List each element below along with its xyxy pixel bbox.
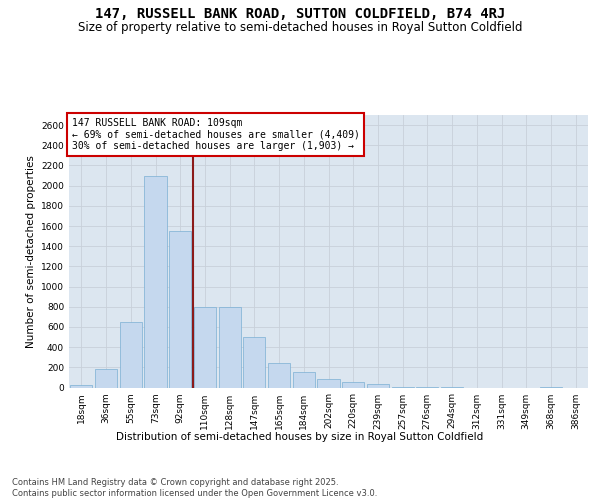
Bar bbox=[392, 387, 414, 388]
Text: 147 RUSSELL BANK ROAD: 109sqm
← 69% of semi-detached houses are smaller (4,409)
: 147 RUSSELL BANK ROAD: 109sqm ← 69% of s… bbox=[71, 118, 359, 151]
Text: Size of property relative to semi-detached houses in Royal Sutton Coldfield: Size of property relative to semi-detach… bbox=[78, 21, 522, 34]
Bar bbox=[342, 382, 364, 388]
Text: 147, RUSSELL BANK ROAD, SUTTON COLDFIELD, B74 4RJ: 147, RUSSELL BANK ROAD, SUTTON COLDFIELD… bbox=[95, 8, 505, 22]
Text: Contains HM Land Registry data © Crown copyright and database right 2025.
Contai: Contains HM Land Registry data © Crown c… bbox=[12, 478, 377, 498]
Bar bbox=[317, 380, 340, 388]
Bar bbox=[441, 387, 463, 388]
Bar bbox=[367, 384, 389, 388]
Bar bbox=[145, 176, 167, 388]
Bar bbox=[540, 387, 562, 388]
Bar bbox=[243, 337, 265, 388]
Bar bbox=[293, 372, 315, 388]
Bar bbox=[194, 307, 216, 388]
Bar bbox=[119, 322, 142, 388]
Bar bbox=[95, 370, 117, 388]
Y-axis label: Number of semi-detached properties: Number of semi-detached properties bbox=[26, 155, 35, 348]
Bar bbox=[416, 387, 439, 388]
Bar bbox=[70, 386, 92, 388]
Bar bbox=[169, 231, 191, 388]
Text: Distribution of semi-detached houses by size in Royal Sutton Coldfield: Distribution of semi-detached houses by … bbox=[116, 432, 484, 442]
Bar bbox=[268, 364, 290, 388]
Bar bbox=[218, 307, 241, 388]
